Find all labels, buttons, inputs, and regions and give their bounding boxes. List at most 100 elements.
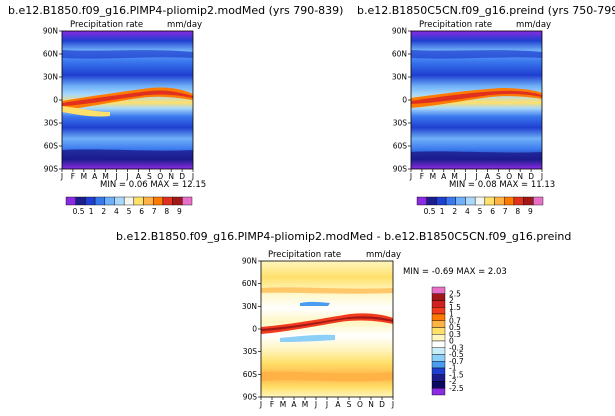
ytick-label: 30N [43,73,58,82]
xtick-label: J [325,400,328,409]
ytick-label: 30N [392,73,407,82]
panel-3-stats: MIN = -0.69 MAX = 2.03 [403,267,507,277]
xtick-label: F [420,172,424,181]
colorbar-label: -1.5 [449,370,464,379]
ytick-label: 90N [392,27,407,36]
colorbar-label: 4 [114,207,119,216]
colorbar-box [162,196,173,206]
colorbar-box [426,196,437,206]
ytick-label: 60N [392,50,407,59]
xtick-label: J [114,172,117,181]
xtick-label: S [347,400,352,409]
colorbar-box [431,388,446,396]
panel-1-colorbar: 0.5 1 2 4 5 6 7 8 9 [65,196,193,216]
colorbar-label: 7 [503,207,508,216]
ytick-label: 0 [53,96,58,105]
xtick-label: J [314,400,317,409]
colorbar-label: 0.5 [424,207,436,216]
panel-2-colorbar: 0.5 1 2 4 5 6 7 8 9 [416,196,544,216]
colorbar-box [416,196,427,206]
panel-2-subtitle: Precipitation rate [419,20,492,30]
colorbar-box [104,196,115,206]
colorbar-box [431,307,446,315]
xtick-label: M [451,172,457,181]
xtick-label: M [302,400,308,409]
panel-2-itcz-core [411,90,542,104]
xtick-label: M [430,172,436,181]
colorbar-box [504,196,515,206]
xtick-label: J [125,172,128,181]
colorbar-box [431,340,446,348]
colorbar-box [123,196,135,206]
xtick-label: J [259,400,262,409]
colorbar-label: 1 [89,207,94,216]
ytick-label: 90N [43,27,58,36]
colorbar-box [431,293,446,301]
panel-2-yticks: 90N 60N 30N 0 30S 60S 90S [392,27,411,174]
colorbar-box [484,196,495,206]
colorbar-box [431,374,446,382]
colorbar-box [143,196,154,206]
panel-2-title: b.e12.B1850C5CN.f09_g16.preind (yrs 750-… [357,4,615,17]
ytick-label: 60S [44,142,59,151]
colorbar-label: 2.5 [449,289,461,298]
colorbar-label: -0.7 [449,357,464,366]
xtick-label: F [71,172,75,181]
colorbar-label: 9 [177,207,182,216]
panel-1-south-storm [62,149,193,161]
xtick-label: A [136,172,142,181]
colorbar-label: 0 [449,337,454,346]
panel-3-south-warm [261,371,393,382]
ytick-label: 60N [242,279,257,288]
ytick-label: 30N [242,302,257,311]
panel-3-negative-2 [300,301,330,306]
panel-2: b.e12.B1850C5CN.f09_g16.preind (yrs 750-… [357,4,615,216]
colorbar-box [431,327,446,335]
colorbar-label: 2 [101,207,106,216]
colorbar-label: 1.5 [449,303,461,312]
panel-3-negative-1 [280,334,335,342]
colorbar-box [114,196,125,206]
xtick-label: J [409,172,412,181]
xtick-label: A [291,400,297,409]
xtick-label: A [335,400,341,409]
colorbar-box [436,196,447,206]
xtick-label: S [496,172,501,181]
xtick-label: D [179,172,185,181]
colorbar-box [65,196,76,206]
panel-3-itcz-core [261,316,393,331]
xtick-label: N [368,400,374,409]
colorbar-label: -2.5 [449,384,464,393]
colorbar-box [172,196,183,206]
panel-3-subtitle: Precipitation rate [268,250,341,260]
xtick-label: O [357,400,363,409]
colorbar-label: 5 [478,207,483,216]
colorbar-label: 1 [440,207,445,216]
colorbar-box [494,196,505,206]
colorbar-box [431,347,446,355]
panel-2-units: mm/day [516,20,551,30]
panel-3-title: b.e12.B1850.f09_g16.PlMP4-pliomip2.modMe… [116,230,571,243]
colorbar-box [513,196,524,206]
colorbar-box [523,196,534,206]
xtick-label: A [485,172,491,181]
colorbar-label: 2 [449,296,454,305]
panel-3: b.e12.B1850.f09_g16.PlMP4-pliomip2.modMe… [116,230,571,409]
colorbar-label: 9 [528,207,533,216]
ytick-label: 90N [242,257,257,266]
colorbar-box [75,196,86,206]
colorbar-box [153,196,164,206]
xtick-label: O [506,172,512,181]
panel-1: b.e12.B1850.f09_g16.PlMP4-pliomip2.modMe… [8,4,343,216]
panel-1-subtitle: Precipitation rate [70,20,143,30]
colorbar-box [474,196,486,206]
ytick-label: 30S [44,119,59,128]
panel-3-units: mm/day [366,250,401,260]
panel-3-colorbar: 2.521.510.70.50.30-0.3-0.5-0.7-1-1.5-2-2… [431,286,464,396]
colorbar-box [431,320,446,328]
xtick-label: J [60,172,63,181]
